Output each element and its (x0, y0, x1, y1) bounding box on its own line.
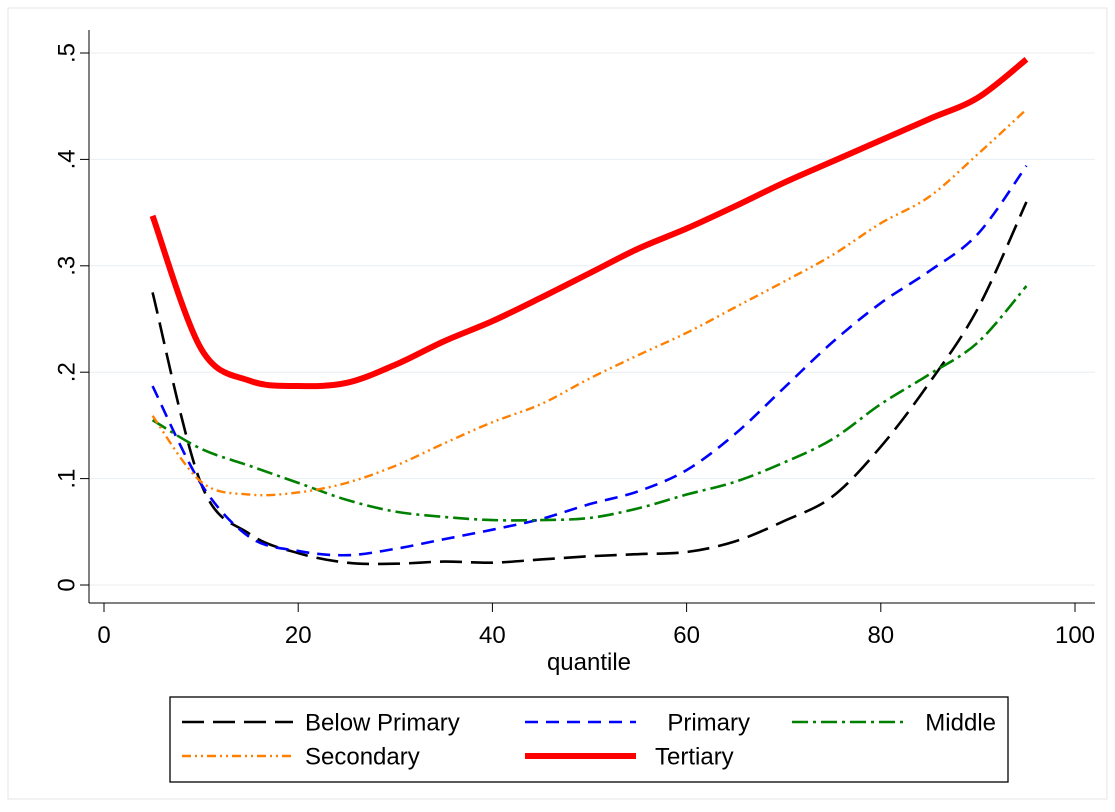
series-line-secondary (151, 108, 1028, 497)
legend-box (169, 696, 1009, 783)
legend-label-tertiary: Tertiary (655, 743, 734, 770)
x-tick-label: 100 (1055, 622, 1095, 649)
series-line-tertiary (149, 57, 1029, 390)
legend-label-primary: Primary (667, 709, 750, 736)
legend-label-middle: Middle (925, 709, 996, 736)
series-line-middle (151, 285, 1028, 522)
x-tick-label: 20 (285, 622, 312, 649)
legend: Below Primary Primary Middle Secondary Terti… (169, 696, 1009, 783)
x-tick-label: 40 (479, 622, 506, 649)
axes: 0 .1 .2 .3 .4 .5 0 20 40 60 80 100 (53, 30, 1095, 649)
x-tick-label: 80 (867, 622, 894, 649)
series-line-below-primary (151, 201, 1028, 566)
grid-lines (89, 52, 1095, 586)
y-tick-label: .1 (53, 469, 80, 489)
x-axis-title: quantile (547, 649, 631, 676)
y-tick-label: 0 (53, 578, 80, 591)
y-tick-label: .2 (53, 362, 80, 382)
y-tick-label: .3 (53, 256, 80, 276)
series-lines (149, 57, 1029, 566)
y-tick-label: .4 (53, 149, 80, 169)
legend-label-below-primary: Below Primary (305, 709, 460, 736)
x-tick-label: 60 (673, 622, 700, 649)
legend-label-secondary: Secondary (305, 743, 420, 770)
y-tick-label: .5 (53, 43, 80, 63)
x-tick-label: 0 (97, 622, 110, 649)
series-line-primary (151, 165, 1028, 557)
chart-frame (7, 7, 1108, 800)
